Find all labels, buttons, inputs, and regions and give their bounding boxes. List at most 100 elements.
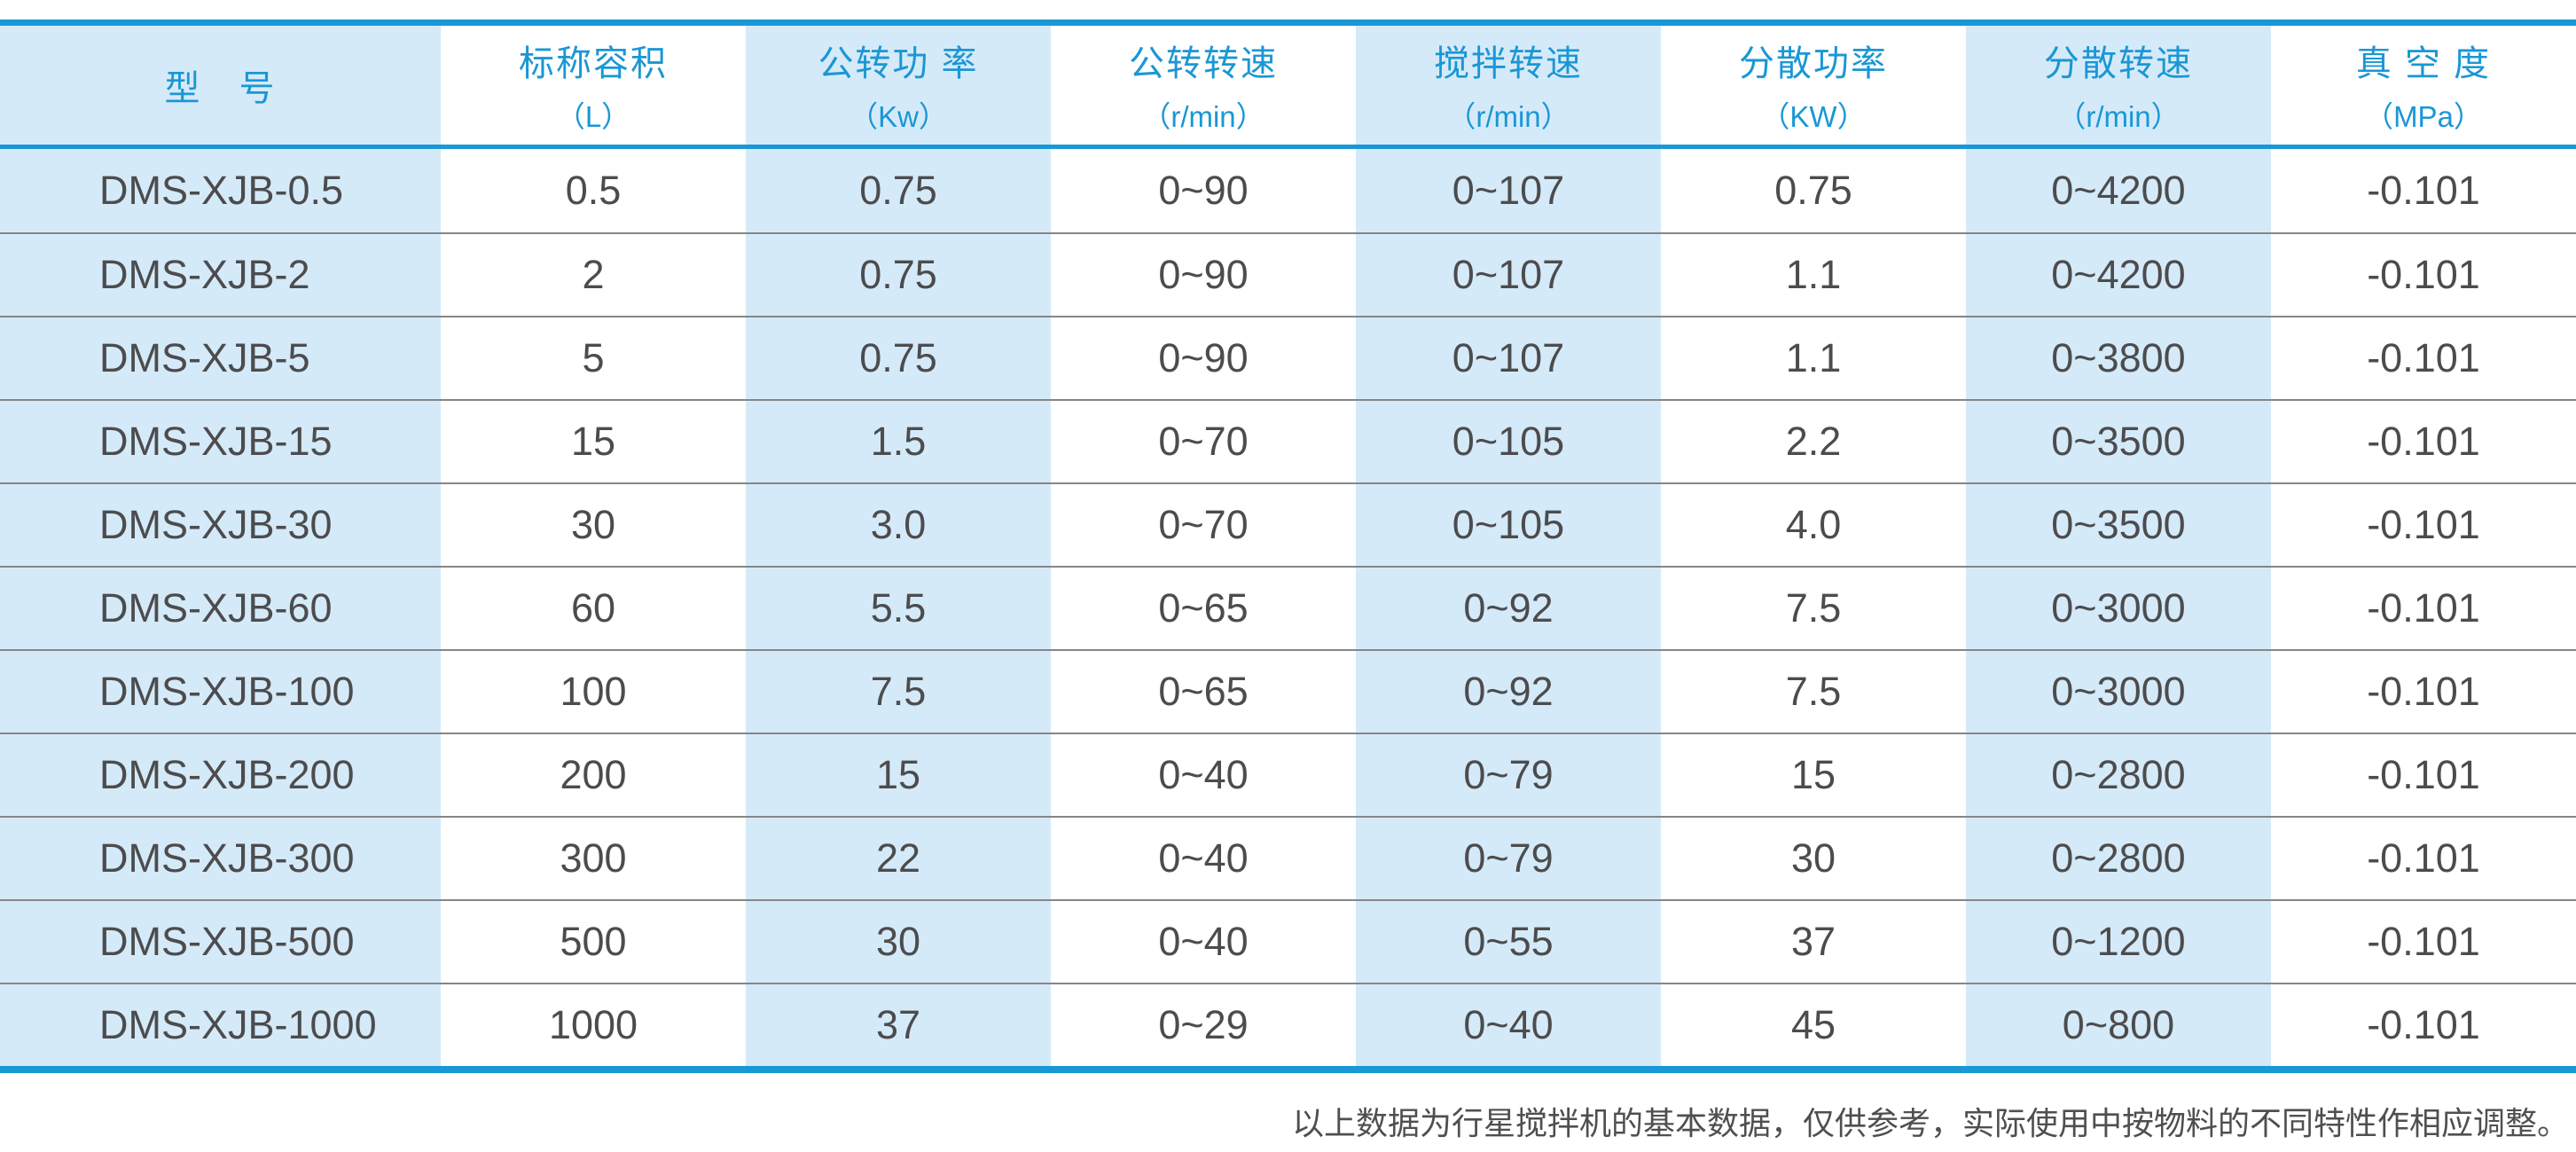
header-dispersion-power: 分散功率 （KW） bbox=[1661, 26, 1966, 145]
header-nominal-volume: 标称容积 （L） bbox=[441, 26, 746, 145]
table-row: DMS-XJB-60 60 5.5 0~65 0~92 7.5 0~3000 -0.101 bbox=[0, 566, 2576, 649]
value-cell: 0~2800 bbox=[1966, 734, 2271, 816]
value-cell: 500 bbox=[441, 901, 746, 983]
value-cell: 0~800 bbox=[1966, 984, 2271, 1066]
value-cell: 1.1 bbox=[1661, 317, 1966, 399]
value-cell: 0.75 bbox=[746, 317, 1051, 399]
value-cell: 1.1 bbox=[1661, 234, 1966, 316]
value-cell: 0~105 bbox=[1356, 484, 1661, 566]
value-cell: 15 bbox=[746, 734, 1051, 816]
model-cell: DMS-XJB-300 bbox=[0, 818, 441, 899]
header-stirring-speed-unit: （r/min） bbox=[1446, 100, 1570, 133]
value-cell: 7.5 bbox=[746, 651, 1051, 733]
table-row: DMS-XJB-200 200 15 0~40 0~79 15 0~2800 -0.101 bbox=[0, 733, 2576, 816]
header-revolution-speed-title: 公转转速 bbox=[1129, 44, 1278, 83]
value-cell: 2.2 bbox=[1661, 401, 1966, 482]
value-cell: 37 bbox=[746, 984, 1051, 1066]
value-cell: 0~3500 bbox=[1966, 484, 2271, 566]
value-cell: -0.101 bbox=[2271, 234, 2576, 316]
model-cell: DMS-XJB-0.5 bbox=[0, 149, 441, 232]
value-cell: 0~2800 bbox=[1966, 818, 2271, 899]
value-cell: -0.101 bbox=[2271, 149, 2576, 232]
value-cell: 0~40 bbox=[1051, 818, 1356, 899]
value-cell: 0.75 bbox=[746, 149, 1051, 232]
value-cell: -0.101 bbox=[2271, 651, 2576, 733]
value-cell: 3.0 bbox=[746, 484, 1051, 566]
header-vacuum-degree-unit: （MPa） bbox=[2364, 100, 2483, 133]
header-dispersion-speed-title: 分散转速 bbox=[2044, 44, 2193, 83]
value-cell: 0~4200 bbox=[1966, 149, 2271, 232]
value-cell: 0.5 bbox=[441, 149, 746, 232]
header-dispersion-speed: 分散转速 （r/min） bbox=[1966, 26, 2271, 145]
model-cell: DMS-XJB-500 bbox=[0, 901, 441, 983]
value-cell: 0~55 bbox=[1356, 901, 1661, 983]
header-dispersion-power-unit: （KW） bbox=[1760, 100, 1867, 133]
footnote: 以上数据为行星搅拌机的基本数据，仅供参考，实际使用中按物料的不同特性作相应调整。 bbox=[1291, 1106, 2569, 1142]
value-cell: 1.5 bbox=[746, 401, 1051, 482]
value-cell: 0~1200 bbox=[1966, 901, 2271, 983]
value-cell: -0.101 bbox=[2271, 401, 2576, 482]
value-cell: 0~4200 bbox=[1966, 234, 2271, 316]
header-revolution-speed-unit: （r/min） bbox=[1141, 100, 1265, 133]
value-cell: 30 bbox=[1661, 818, 1966, 899]
header-model-title: 型 号 bbox=[164, 69, 277, 108]
model-cell: DMS-XJB-5 bbox=[0, 317, 441, 399]
value-cell: -0.101 bbox=[2271, 901, 2576, 983]
model-cell: DMS-XJB-1000 bbox=[0, 984, 441, 1066]
table-row: DMS-XJB-1000 1000 37 0~29 0~40 45 0~800 -0.101 bbox=[0, 983, 2576, 1066]
model-cell: DMS-XJB-30 bbox=[0, 484, 441, 566]
header-revolution-power-unit: （Kw） bbox=[849, 100, 948, 133]
header-revolution-power: 公转功 率 （Kw） bbox=[746, 26, 1051, 145]
value-cell: 0~3800 bbox=[1966, 317, 2271, 399]
table-bottom-border bbox=[0, 1066, 2576, 1073]
value-cell: 0~105 bbox=[1356, 401, 1661, 482]
value-cell: 60 bbox=[441, 568, 746, 649]
value-cell: 0~107 bbox=[1356, 234, 1661, 316]
value-cell: -0.101 bbox=[2271, 984, 2576, 1066]
model-cell: DMS-XJB-15 bbox=[0, 401, 441, 482]
table-row: DMS-XJB-500 500 30 0~40 0~55 37 0~1200 -0.101 bbox=[0, 899, 2576, 983]
table-row: DMS-XJB-2 2 0.75 0~90 0~107 1.1 0~4200 -0.101 bbox=[0, 232, 2576, 316]
model-cell: DMS-XJB-100 bbox=[0, 651, 441, 733]
model-cell: DMS-XJB-200 bbox=[0, 734, 441, 816]
value-cell: 7.5 bbox=[1661, 568, 1966, 649]
value-cell: 0~90 bbox=[1051, 149, 1356, 232]
value-cell: 0~65 bbox=[1051, 651, 1356, 733]
header-vacuum-degree: 真 空 度 （MPa） bbox=[2271, 26, 2576, 145]
header-model: 型 号 bbox=[0, 26, 441, 145]
value-cell: 30 bbox=[746, 901, 1051, 983]
table-row: DMS-XJB-100 100 7.5 0~65 0~92 7.5 0~3000 -0.101 bbox=[0, 649, 2576, 733]
value-cell: 0~3000 bbox=[1966, 651, 2271, 733]
table-top-border bbox=[0, 20, 2576, 26]
value-cell: 0~79 bbox=[1356, 734, 1661, 816]
value-cell: 0~65 bbox=[1051, 568, 1356, 649]
value-cell: 200 bbox=[441, 734, 746, 816]
value-cell: -0.101 bbox=[2271, 568, 2576, 649]
value-cell: 0~79 bbox=[1356, 818, 1661, 899]
value-cell: 30 bbox=[441, 484, 746, 566]
value-cell: 22 bbox=[746, 818, 1051, 899]
value-cell: 0~92 bbox=[1356, 651, 1661, 733]
value-cell: 1000 bbox=[441, 984, 746, 1066]
header-vacuum-degree-title: 真 空 度 bbox=[2355, 44, 2492, 83]
value-cell: 0~29 bbox=[1051, 984, 1356, 1066]
value-cell: 0~92 bbox=[1356, 568, 1661, 649]
value-cell: 37 bbox=[1661, 901, 1966, 983]
value-cell: 5 bbox=[441, 317, 746, 399]
value-cell: 0~70 bbox=[1051, 401, 1356, 482]
value-cell: 7.5 bbox=[1661, 651, 1966, 733]
table-row: DMS-XJB-5 5 0.75 0~90 0~107 1.1 0~3800 -0.101 bbox=[0, 316, 2576, 399]
table-row: DMS-XJB-15 15 1.5 0~70 0~105 2.2 0~3500 -0.101 bbox=[0, 399, 2576, 482]
value-cell: 4.0 bbox=[1661, 484, 1966, 566]
header-stirring-speed-title: 搅拌转速 bbox=[1434, 44, 1583, 83]
table-row: DMS-XJB-30 30 3.0 0~70 0~105 4.0 0~3500 -0.101 bbox=[0, 482, 2576, 566]
value-cell: 0~40 bbox=[1051, 901, 1356, 983]
value-cell: 0.75 bbox=[1661, 149, 1966, 232]
value-cell: 2 bbox=[441, 234, 746, 316]
model-cell: DMS-XJB-2 bbox=[0, 234, 441, 316]
value-cell: 0~107 bbox=[1356, 317, 1661, 399]
header-revolution-speed: 公转转速 （r/min） bbox=[1051, 26, 1356, 145]
value-cell: 0~3000 bbox=[1966, 568, 2271, 649]
value-cell: 0~90 bbox=[1051, 234, 1356, 316]
